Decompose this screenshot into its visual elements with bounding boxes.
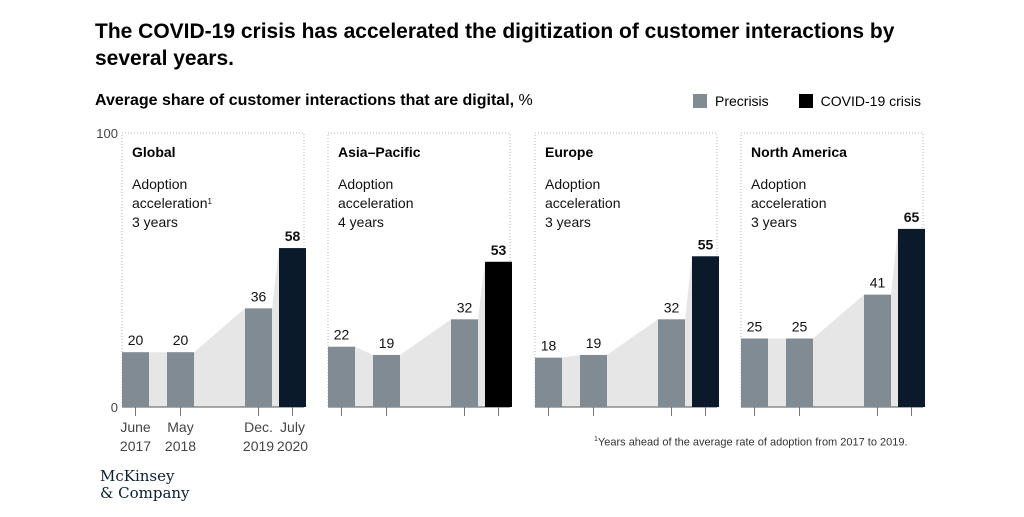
- bar-value-label: 41: [870, 275, 886, 291]
- adoption-acceleration-line: Adoption: [338, 176, 393, 192]
- x-tick-label-line1: May: [167, 419, 193, 435]
- bar-value-label: 18: [541, 338, 557, 354]
- logo-line-2: & Company: [100, 484, 190, 502]
- subtitle-text: Average share of customer interactions t…: [95, 92, 515, 109]
- mckinsey-logo: McKinsey & Company: [100, 468, 190, 502]
- chart-subtitle: Average share of customer interactions t…: [95, 92, 533, 110]
- bar-value-label: 22: [334, 327, 350, 343]
- adoption-acceleration-line: 3 years: [751, 214, 797, 230]
- bar-value-label: 32: [664, 299, 680, 315]
- footnote-text: Years ahead of the average rate of adopt…: [597, 436, 908, 449]
- adoption-acceleration-line: 3 years: [132, 214, 178, 230]
- adoption-acceleration-line: acceleration: [545, 195, 621, 211]
- bar-value-label: 19: [379, 335, 395, 351]
- panel-title: Asia–Pacific: [338, 144, 421, 160]
- bar-value-label: 32: [457, 299, 473, 315]
- legend-swatch-covid: [798, 94, 813, 108]
- x-tick-label-line1: Dec.: [244, 419, 273, 435]
- legend-label-covid: COVID-19 crisis: [820, 93, 922, 109]
- bar-value-label: 58: [285, 228, 301, 244]
- adoption-area: [741, 228, 925, 407]
- adoption-acceleration-line: Adoption: [545, 176, 600, 192]
- bar-precrisis: [580, 354, 607, 407]
- bar-precrisis: [741, 338, 768, 407]
- bar-precrisis: [535, 357, 562, 407]
- chart-title: The COVID-19 crisis has accelerated the …: [95, 20, 895, 70]
- panel-title: Global: [132, 144, 176, 160]
- y-tick-label-0: 0: [111, 400, 118, 415]
- adoption-acceleration-line: acceleration: [751, 195, 827, 211]
- bar-value-label: 25: [792, 319, 808, 335]
- adoption-area: [122, 248, 306, 407]
- adoption-area: [535, 256, 719, 407]
- legend-item-covid: COVID-19 crisis: [798, 93, 922, 109]
- bar-value-label: 65: [904, 209, 920, 225]
- bar-precrisis: [245, 308, 272, 407]
- adoption-acceleration-line: Adoption: [751, 176, 806, 192]
- panel-title: Europe: [545, 144, 593, 160]
- legend-label-precrisis: Precrisis: [715, 93, 769, 109]
- bar-value-label: 55: [698, 236, 714, 252]
- footnote: 1Years ahead of the average rate of adop…: [594, 436, 908, 449]
- bar-precrisis: [451, 319, 478, 407]
- legend-item-precrisis: Precrisis: [693, 93, 769, 109]
- adoption-acceleration-line: Adoption: [132, 176, 187, 192]
- x-tick-label-line2: 2018: [165, 438, 196, 454]
- footnote-marker: 1: [594, 436, 598, 443]
- adoption-area: [328, 261, 512, 407]
- x-tick-label-line1: June: [120, 419, 151, 435]
- bar-precrisis: [122, 352, 149, 407]
- subtitle-unit: %: [518, 92, 533, 109]
- x-tick-label-line2: 2017: [120, 438, 151, 454]
- adoption-acceleration-line: 4 years: [338, 214, 384, 230]
- bar-value-label: 25: [747, 319, 763, 335]
- bar-covid-crisis: [279, 248, 306, 407]
- x-tick-label-line2: 2019: [243, 438, 274, 454]
- bar-precrisis: [328, 346, 355, 407]
- bar-precrisis: [373, 354, 400, 407]
- bar-covid-crisis: [692, 256, 719, 407]
- bar-precrisis: [167, 352, 194, 407]
- bar-value-label: 36: [251, 288, 267, 304]
- bar-precrisis: [658, 319, 685, 407]
- adoption-acceleration-line: acceleration: [338, 195, 414, 211]
- bar-precrisis: [864, 294, 891, 407]
- bar-value-label: 20: [128, 332, 144, 348]
- bar-covid-crisis: [898, 228, 925, 407]
- legend: Precrisis COVID-19 crisis: [693, 93, 943, 109]
- footnote-marker-ref: 1: [208, 197, 213, 206]
- bar-value-label: 53: [491, 242, 507, 258]
- bar-value-label: 20: [173, 332, 189, 348]
- bar-precrisis: [786, 338, 813, 407]
- adoption-acceleration-line: 3 years: [545, 214, 591, 230]
- panel-title: North America: [751, 144, 847, 160]
- legend-swatch-precrisis: [693, 94, 707, 108]
- bar-covid-crisis: [485, 261, 512, 407]
- logo-line-1: McKinsey: [100, 467, 175, 485]
- x-tick-label-line2: 2020: [277, 438, 308, 454]
- x-tick-label-line1: July: [280, 419, 305, 435]
- adoption-acceleration-line: acceleration1: [132, 195, 213, 211]
- bar-value-label: 19: [586, 335, 602, 351]
- y-tick-label-100: 100: [96, 126, 118, 141]
